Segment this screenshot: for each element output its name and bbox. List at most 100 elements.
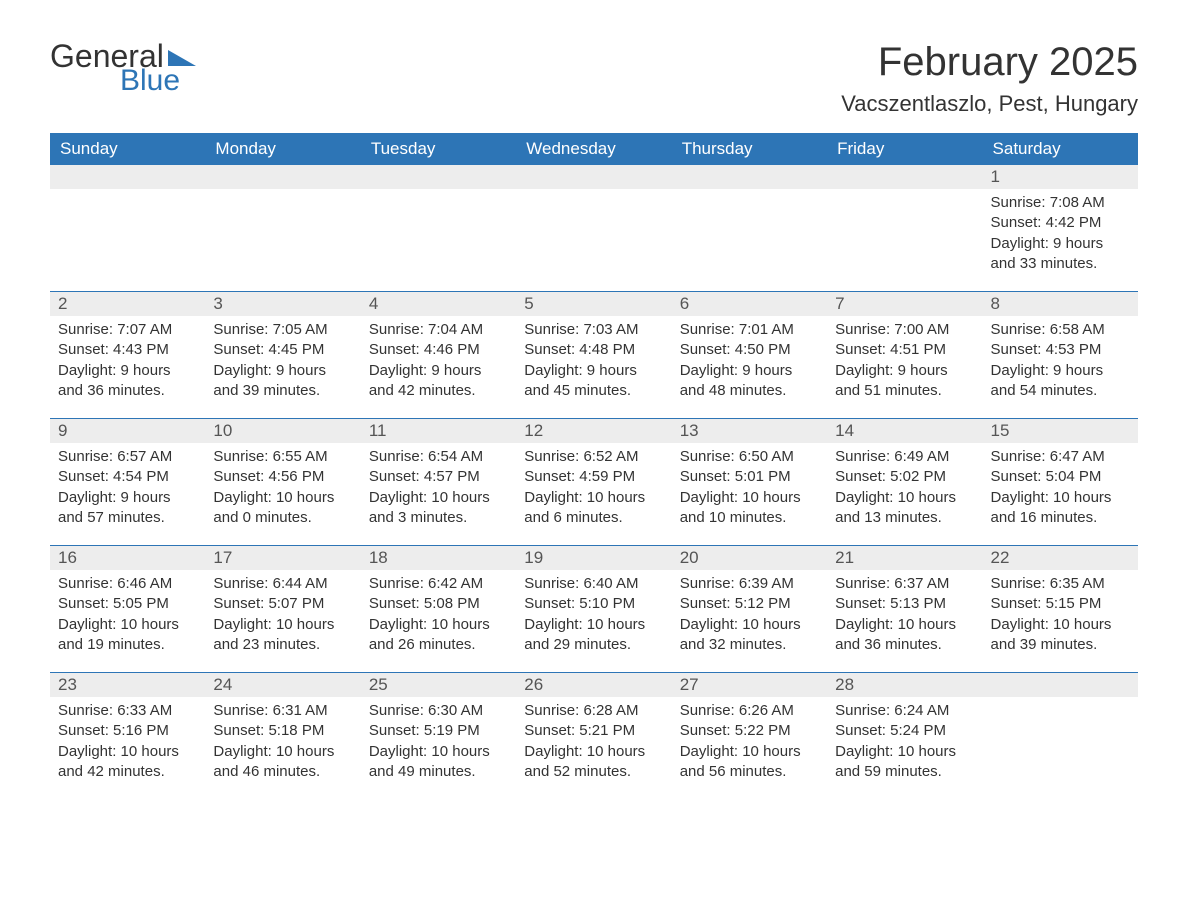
sunset-text: Sunset: 4:42 PM [991, 213, 1130, 233]
daylight-text-line1: Daylight: 9 hours [991, 361, 1130, 381]
day-number [672, 165, 827, 189]
day-cell: 13Sunrise: 6:50 AMSunset: 5:01 PMDayligh… [672, 419, 827, 545]
daylight-text-line2: and 26 minutes. [369, 635, 508, 655]
sunset-text: Sunset: 5:16 PM [58, 721, 197, 741]
day-body: Sunrise: 6:58 AMSunset: 4:53 PMDaylight:… [983, 316, 1138, 409]
sunset-text: Sunset: 5:01 PM [680, 467, 819, 487]
title-block: February 2025 Vacszentlaszlo, Pest, Hung… [841, 40, 1138, 117]
day-number: 10 [205, 419, 360, 443]
sunrise-text: Sunrise: 7:00 AM [835, 320, 974, 340]
sunrise-text: Sunrise: 7:04 AM [369, 320, 508, 340]
day-number [361, 165, 516, 189]
sunrise-text: Sunrise: 6:33 AM [58, 701, 197, 721]
daylight-text-line1: Daylight: 10 hours [680, 742, 819, 762]
sunrise-text: Sunrise: 6:50 AM [680, 447, 819, 467]
day-body: Sunrise: 6:30 AMSunset: 5:19 PMDaylight:… [361, 697, 516, 790]
sunset-text: Sunset: 5:04 PM [991, 467, 1130, 487]
empty-day-cell [516, 165, 671, 291]
day-number: 20 [672, 546, 827, 570]
day-body: Sunrise: 6:39 AMSunset: 5:12 PMDaylight:… [672, 570, 827, 663]
page-header: General Blue February 2025 Vacszentlaszl… [50, 40, 1138, 117]
sunrise-text: Sunrise: 6:47 AM [991, 447, 1130, 467]
day-number: 25 [361, 673, 516, 697]
sunrise-text: Sunrise: 6:55 AM [213, 447, 352, 467]
sunset-text: Sunset: 4:46 PM [369, 340, 508, 360]
daylight-text-line2: and 42 minutes. [369, 381, 508, 401]
daylight-text-line2: and 48 minutes. [680, 381, 819, 401]
day-of-week-header-row: SundayMondayTuesdayWednesdayThursdayFrid… [50, 133, 1138, 165]
day-cell: 14Sunrise: 6:49 AMSunset: 5:02 PMDayligh… [827, 419, 982, 545]
daylight-text-line2: and 6 minutes. [524, 508, 663, 528]
day-cell: 16Sunrise: 6:46 AMSunset: 5:05 PMDayligh… [50, 546, 205, 672]
sunrise-text: Sunrise: 6:30 AM [369, 701, 508, 721]
sunrise-text: Sunrise: 6:35 AM [991, 574, 1130, 594]
day-body: Sunrise: 7:01 AMSunset: 4:50 PMDaylight:… [672, 316, 827, 409]
day-cell: 21Sunrise: 6:37 AMSunset: 5:13 PMDayligh… [827, 546, 982, 672]
sunset-text: Sunset: 5:13 PM [835, 594, 974, 614]
sunset-text: Sunset: 5:18 PM [213, 721, 352, 741]
day-body: Sunrise: 6:24 AMSunset: 5:24 PMDaylight:… [827, 697, 982, 790]
daylight-text-line2: and 0 minutes. [213, 508, 352, 528]
day-body: Sunrise: 6:33 AMSunset: 5:16 PMDaylight:… [50, 697, 205, 790]
day-body: Sunrise: 6:55 AMSunset: 4:56 PMDaylight:… [205, 443, 360, 536]
daylight-text-line1: Daylight: 9 hours [991, 234, 1130, 254]
daylight-text-line1: Daylight: 10 hours [213, 615, 352, 635]
week-row: 2Sunrise: 7:07 AMSunset: 4:43 PMDaylight… [50, 291, 1138, 418]
day-number [983, 673, 1138, 697]
daylight-text-line1: Daylight: 9 hours [213, 361, 352, 381]
daylight-text-line2: and 16 minutes. [991, 508, 1130, 528]
sunset-text: Sunset: 5:22 PM [680, 721, 819, 741]
day-of-week-header: Monday [205, 133, 360, 165]
day-of-week-header: Wednesday [516, 133, 671, 165]
sunset-text: Sunset: 5:12 PM [680, 594, 819, 614]
day-body [205, 189, 360, 201]
sunrise-text: Sunrise: 6:24 AM [835, 701, 974, 721]
day-number [50, 165, 205, 189]
day-cell: 8Sunrise: 6:58 AMSunset: 4:53 PMDaylight… [983, 292, 1138, 418]
day-cell: 28Sunrise: 6:24 AMSunset: 5:24 PMDayligh… [827, 673, 982, 799]
day-number: 28 [827, 673, 982, 697]
day-body: Sunrise: 6:46 AMSunset: 5:05 PMDaylight:… [50, 570, 205, 663]
daylight-text-line2: and 19 minutes. [58, 635, 197, 655]
day-body: Sunrise: 7:04 AMSunset: 4:46 PMDaylight:… [361, 316, 516, 409]
calendar: SundayMondayTuesdayWednesdayThursdayFrid… [50, 133, 1138, 799]
sunset-text: Sunset: 5:07 PM [213, 594, 352, 614]
day-of-week-header: Tuesday [361, 133, 516, 165]
day-number [827, 165, 982, 189]
day-body: Sunrise: 6:37 AMSunset: 5:13 PMDaylight:… [827, 570, 982, 663]
sunset-text: Sunset: 4:50 PM [680, 340, 819, 360]
page-title: February 2025 [841, 40, 1138, 85]
sunrise-text: Sunrise: 7:03 AM [524, 320, 663, 340]
day-number: 8 [983, 292, 1138, 316]
day-cell: 1Sunrise: 7:08 AMSunset: 4:42 PMDaylight… [983, 165, 1138, 291]
daylight-text-line2: and 51 minutes. [835, 381, 974, 401]
day-number: 15 [983, 419, 1138, 443]
sunset-text: Sunset: 4:51 PM [835, 340, 974, 360]
daylight-text-line2: and 45 minutes. [524, 381, 663, 401]
daylight-text-line1: Daylight: 10 hours [213, 742, 352, 762]
day-cell: 12Sunrise: 6:52 AMSunset: 4:59 PMDayligh… [516, 419, 671, 545]
sunrise-text: Sunrise: 6:40 AM [524, 574, 663, 594]
day-number: 17 [205, 546, 360, 570]
day-body: Sunrise: 6:47 AMSunset: 5:04 PMDaylight:… [983, 443, 1138, 536]
daylight-text-line1: Daylight: 9 hours [369, 361, 508, 381]
sunset-text: Sunset: 4:43 PM [58, 340, 197, 360]
day-number: 16 [50, 546, 205, 570]
week-row: 16Sunrise: 6:46 AMSunset: 5:05 PMDayligh… [50, 545, 1138, 672]
sunset-text: Sunset: 4:56 PM [213, 467, 352, 487]
day-cell: 22Sunrise: 6:35 AMSunset: 5:15 PMDayligh… [983, 546, 1138, 672]
day-cell: 18Sunrise: 6:42 AMSunset: 5:08 PMDayligh… [361, 546, 516, 672]
sunrise-text: Sunrise: 7:01 AM [680, 320, 819, 340]
day-cell: 9Sunrise: 6:57 AMSunset: 4:54 PMDaylight… [50, 419, 205, 545]
day-cell: 24Sunrise: 6:31 AMSunset: 5:18 PMDayligh… [205, 673, 360, 799]
day-number: 23 [50, 673, 205, 697]
sunrise-text: Sunrise: 7:08 AM [991, 193, 1130, 213]
daylight-text-line1: Daylight: 10 hours [835, 742, 974, 762]
sunrise-text: Sunrise: 6:37 AM [835, 574, 974, 594]
day-cell: 4Sunrise: 7:04 AMSunset: 4:46 PMDaylight… [361, 292, 516, 418]
day-body [50, 189, 205, 201]
day-body: Sunrise: 6:28 AMSunset: 5:21 PMDaylight:… [516, 697, 671, 790]
empty-day-cell [50, 165, 205, 291]
week-row: 9Sunrise: 6:57 AMSunset: 4:54 PMDaylight… [50, 418, 1138, 545]
day-body: Sunrise: 7:05 AMSunset: 4:45 PMDaylight:… [205, 316, 360, 409]
